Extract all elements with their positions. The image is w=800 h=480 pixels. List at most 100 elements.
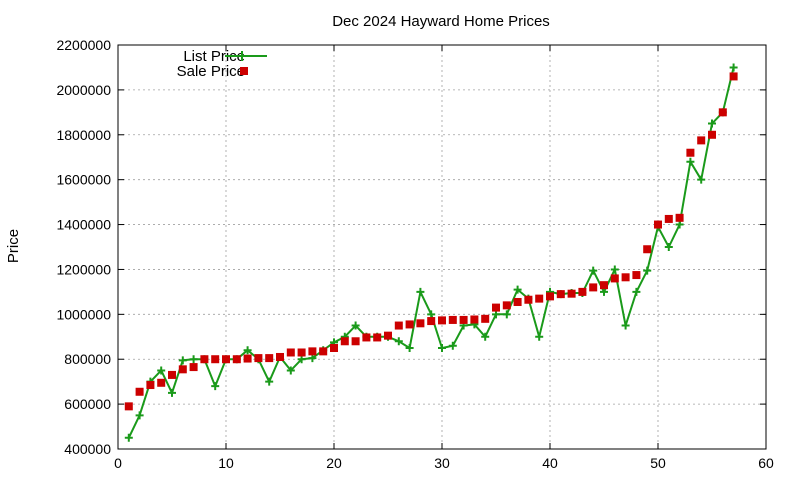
list-price-point [351,321,360,330]
list-price-point [211,382,220,391]
sale-price-point [438,316,446,325]
list-price-point [405,344,414,352]
list-price-point [481,332,490,341]
sale-price-point [675,213,684,222]
list-price-point [708,119,716,128]
sale-price-point [384,331,392,340]
sale-price-point [535,294,544,303]
legend-label-list-price: List Price [183,48,245,65]
sale-price-point [319,347,328,356]
y-axis-ticks: 400000 600000 800000 1000000 1200000 1400000 1… [56,37,766,457]
sale-price-point [664,214,673,223]
sale-price-point [124,402,133,411]
list-price-point [168,388,176,397]
sale-price-point [578,287,587,296]
list-price-point [135,411,144,420]
plot-frame [117,44,767,450]
sale-price-point [200,355,209,364]
sale-price-point [546,292,554,301]
y-tick-label: 800000 [64,351,111,367]
sale-price-point [394,321,403,330]
sale-price-point [502,301,511,310]
sale-price-point [600,281,608,290]
sale-price-point [232,355,241,364]
x-tick-label: 50 [650,455,666,471]
sale-price-point [265,354,274,363]
sale-price-point [481,314,490,323]
sale-price-point [157,378,166,387]
sale-price-point [654,220,662,229]
list-price-point [621,321,630,330]
x-tick-label: 40 [542,455,558,471]
sale-price-point [254,354,263,363]
sale-price-point [135,387,144,396]
list-price-point [589,266,598,275]
sale-price-point [178,365,187,374]
sale-price-point [330,344,338,352]
sale-price-point [643,245,652,254]
sale-price-point [567,289,576,298]
sale-price-point [373,333,382,342]
list-price-point [513,285,522,294]
y-tick-label: 1400000 [56,217,111,233]
list-price-point [610,265,619,274]
sale-price-point [686,148,695,157]
y-tick-label: 1000000 [56,306,111,322]
series-layer [124,63,738,442]
sale-price-point [556,290,565,299]
list-price-point [535,332,544,341]
sale-price-point [697,136,706,145]
sale-price-point [189,363,198,372]
sale-price-point [448,315,457,324]
sale-price-point [621,273,630,282]
list-price-point [675,220,684,229]
list-price-point [157,366,166,375]
list-price-point [632,287,641,296]
list-price-point [600,287,608,296]
sale-price-point [297,348,306,357]
x-tick-label: 30 [434,455,450,471]
list-price-point [729,63,738,72]
list-price-point [686,157,695,166]
list-price-point [416,287,425,296]
x-tick-label: 10 [218,455,234,471]
list-price-point [243,346,252,355]
y-tick-label: 1200000 [56,261,111,277]
legend: List Price Sale Price [177,48,267,80]
list-price-point [664,243,673,251]
list-price-point [643,266,652,275]
sale-price-point [708,130,716,139]
sale-price-point [243,354,252,363]
gridlines [118,45,766,449]
sale-price-point [729,72,738,81]
y-tick-label: 1800000 [56,127,111,143]
sale-price-point [524,295,533,304]
sale-price-point [351,337,360,346]
list-price-point [394,337,403,346]
list-price-point [308,354,317,363]
y-tick-label: 2200000 [56,37,111,53]
list-price-point [492,310,500,319]
x-axis-ticks: 0 10 20 30 40 50 60 [114,45,774,471]
chart-title: Dec 2024 Hayward Home Prices [332,13,550,30]
list-price-point [124,433,133,442]
y-tick-label: 2000000 [56,82,111,98]
sale-price-point [405,320,414,329]
legend-marker-list-price [237,51,247,61]
sale-price-point [211,355,220,364]
y-tick-label: 400000 [64,441,111,457]
sale-price-point [632,271,641,280]
sale-price-point [416,319,425,328]
sale-price-point [362,333,371,342]
x-tick-label: 60 [758,455,774,471]
list-price-point [697,175,706,184]
y-tick-label: 1600000 [56,172,111,188]
sale-price-point [589,283,598,292]
list-price-point [189,355,198,364]
sale-price-point [146,381,155,390]
sale-price-point [427,317,436,326]
sale-price-point [459,315,468,324]
legend-marker-sale-price [240,67,248,75]
list-price-point [286,366,295,375]
